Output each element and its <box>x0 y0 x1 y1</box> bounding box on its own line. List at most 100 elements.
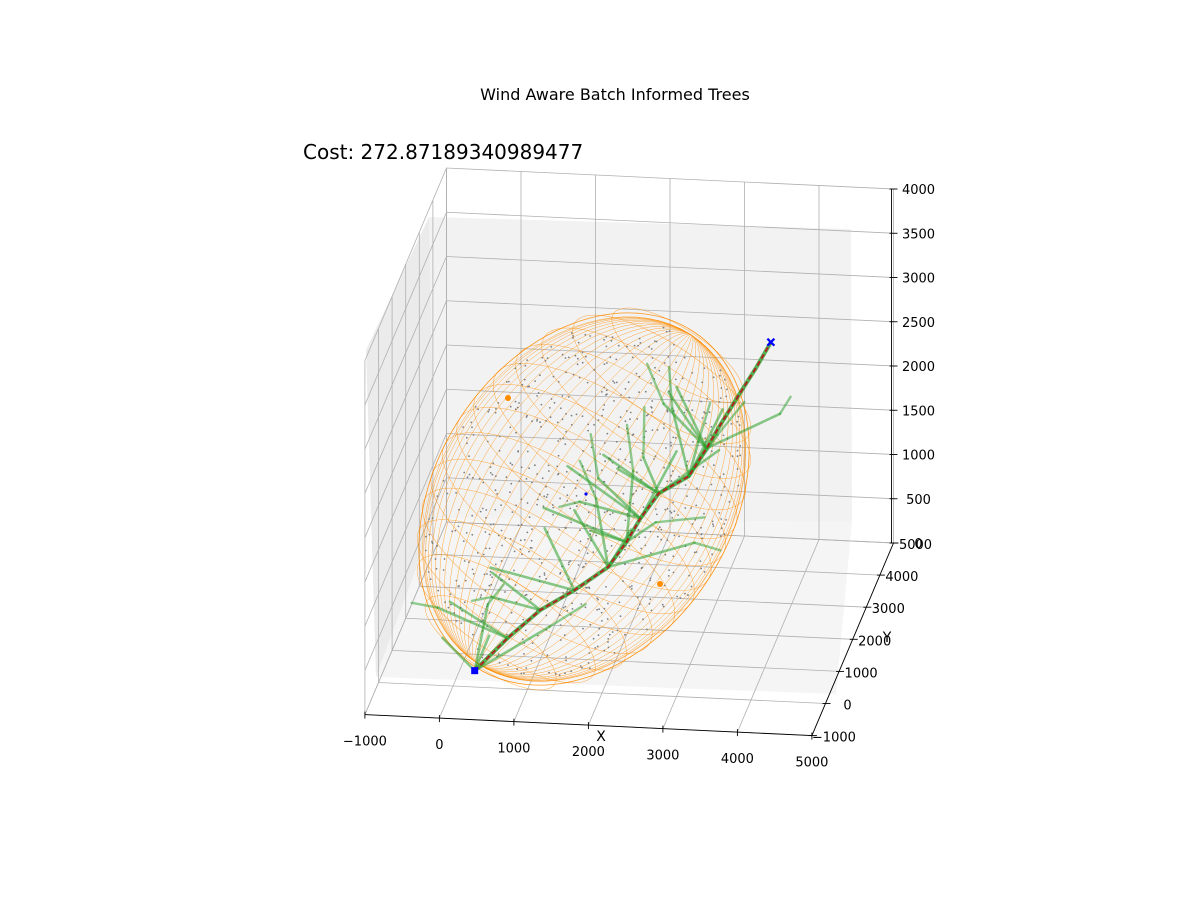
sample-point <box>589 667 591 670</box>
sample-point <box>722 434 725 437</box>
sample-point <box>442 569 445 571</box>
sample-point <box>670 474 672 477</box>
tree-branch-10 <box>490 595 542 612</box>
sample-point <box>481 507 484 510</box>
sample-point <box>589 623 592 626</box>
sample-point <box>470 421 473 424</box>
sample-point <box>581 415 584 418</box>
sample-point <box>581 566 584 569</box>
sample-point <box>431 517 434 519</box>
sample-point <box>606 393 608 395</box>
sample-point <box>606 550 609 552</box>
sample-point <box>676 595 679 598</box>
sample-point <box>482 553 485 556</box>
sample-point <box>489 570 492 573</box>
sample-point <box>541 477 544 480</box>
tree-branch-39 <box>667 365 674 410</box>
sample-point <box>650 406 653 409</box>
sample-point <box>509 426 512 429</box>
sample-point <box>660 538 663 541</box>
sample-point <box>514 408 517 411</box>
sample-point <box>665 447 667 449</box>
sample-point <box>603 404 606 406</box>
x-tick-label-4: 3000 <box>646 749 679 764</box>
sample-point <box>563 634 566 637</box>
sample-point <box>728 501 731 503</box>
sample-point <box>637 528 640 531</box>
sample-point <box>637 596 639 599</box>
sample-point <box>570 414 573 417</box>
sample-point <box>677 514 679 516</box>
sample-point <box>581 351 584 354</box>
sample-point <box>640 547 643 550</box>
sample-point <box>484 589 487 592</box>
sample-point <box>509 538 512 540</box>
sample-point <box>586 381 589 384</box>
sample-point <box>720 527 723 530</box>
sample-point <box>596 608 598 611</box>
sample-point <box>528 467 530 470</box>
sample-point <box>504 537 507 540</box>
sample-point <box>561 395 564 397</box>
sample-point <box>663 466 665 469</box>
sample-point <box>462 540 465 542</box>
sample-point <box>712 464 715 467</box>
sample-point <box>701 417 704 419</box>
sample-point <box>534 464 536 467</box>
sample-point <box>559 407 562 410</box>
sample-point <box>650 609 653 612</box>
ellipsoid-meridian-15 <box>477 334 694 665</box>
sample-point <box>604 460 606 463</box>
sample-point <box>663 427 665 430</box>
grid-line-z-0 <box>364 521 894 715</box>
sample-point <box>564 443 567 446</box>
sample-point <box>588 587 591 590</box>
sample-point <box>520 498 523 501</box>
sample-point <box>530 547 533 549</box>
sample-point <box>645 430 647 433</box>
sample-point <box>674 436 677 439</box>
ellipsoid-meridian-2 <box>477 334 745 681</box>
sample-point <box>536 395 538 397</box>
sample-point <box>516 406 519 409</box>
ellipsoid-meridian-23 <box>459 329 691 664</box>
tree-branch-4 <box>548 602 587 628</box>
sample-point <box>495 407 497 410</box>
sample-point <box>616 629 619 632</box>
sample-point <box>545 420 547 422</box>
sample-point <box>639 342 642 344</box>
sample-point <box>494 563 497 566</box>
sample-point <box>649 579 651 582</box>
ellipsoid-meridian-9 <box>477 334 719 673</box>
sample-point <box>523 672 525 675</box>
sample-point <box>546 357 549 360</box>
sample-point <box>435 567 438 570</box>
ellipsoid-parallel-10 <box>422 487 653 654</box>
sample-point <box>543 495 546 498</box>
sample-point <box>566 609 569 612</box>
sample-point <box>613 652 616 654</box>
sample-point <box>476 552 479 554</box>
sample-point <box>462 426 464 428</box>
sample-point <box>599 453 601 455</box>
sample-point <box>587 423 590 426</box>
sample-point <box>537 392 540 394</box>
sample-point <box>630 587 633 590</box>
sample-point <box>524 364 527 367</box>
sample-point <box>723 523 726 525</box>
sample-point <box>487 410 490 413</box>
sample-point <box>499 574 501 576</box>
sample-point <box>472 633 474 636</box>
sample-point <box>626 345 628 348</box>
sample-point <box>488 584 491 587</box>
sample-point <box>559 437 562 440</box>
z-tick-label-3: 1500 <box>902 404 935 419</box>
sample-point <box>653 458 655 460</box>
sample-point <box>617 458 620 461</box>
sample-point <box>584 333 587 336</box>
ellipsoid-pole-bottom <box>657 581 663 587</box>
sample-point <box>666 480 669 483</box>
sample-point <box>521 638 524 641</box>
tree-branch-31 <box>589 433 600 480</box>
sample-point <box>619 416 622 419</box>
